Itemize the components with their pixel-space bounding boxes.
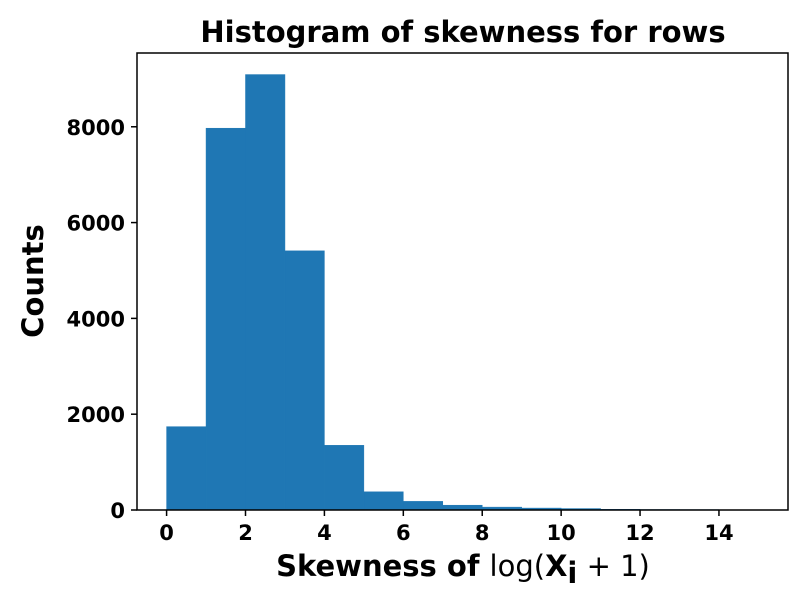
x-axis-math-suffix: + 1)	[577, 549, 650, 583]
plot-frame	[136, 52, 789, 511]
x-axis-math-prefix: log(	[490, 549, 546, 583]
x-tick-label-5: 10	[547, 521, 576, 545]
histogram-bar-4	[324, 445, 365, 511]
y-ticks-layer: 0 2000 4000 6000 8000	[67, 116, 137, 523]
x-tick-label-7: 14	[704, 521, 733, 545]
x-tick-label-3: 6	[396, 521, 411, 545]
x-tick-label-6: 12	[625, 521, 654, 545]
y-tick-label-1: 2000	[67, 403, 125, 427]
x-tick-label-1: 2	[238, 521, 253, 545]
x-tick-label-4: 8	[475, 521, 490, 545]
histogram-bar-0	[166, 426, 207, 511]
x-tick-label-2: 4	[317, 521, 332, 545]
y-axis-label: Counts	[16, 224, 50, 338]
x-axis-math-bold: X	[545, 549, 567, 583]
x-axis-math-subscript: i	[567, 556, 577, 590]
x-ticks-layer: 0 2 4 6 8 10 12 14	[159, 510, 734, 545]
histogram-bar-6	[403, 501, 444, 511]
histogram-bar-2	[245, 74, 286, 511]
x-tick-label-0: 0	[159, 521, 174, 545]
histogram-bar-5	[363, 491, 404, 511]
x-axis-label-text: Skewness of	[276, 549, 489, 583]
y-tick-label-4: 8000	[67, 116, 125, 140]
y-tick-label-2: 4000	[67, 307, 125, 331]
bars-layer	[166, 74, 759, 511]
x-axis-label: Skewness of log(Xi + 1)	[276, 549, 650, 590]
histogram-bar-1	[205, 127, 246, 511]
chart-title: Histogram of skewness for rows	[200, 15, 725, 49]
y-tick-label-0: 0	[110, 499, 125, 523]
histogram-bar-3	[284, 250, 325, 511]
y-tick-label-3: 6000	[67, 212, 125, 236]
